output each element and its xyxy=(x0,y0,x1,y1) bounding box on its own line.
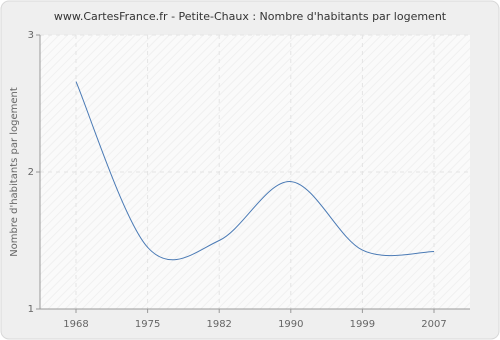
x-tick-label: 1999 xyxy=(350,319,375,330)
plot-area xyxy=(40,35,470,309)
y-tick-label: 1 xyxy=(28,304,34,315)
y-tick-label: 3 xyxy=(28,30,34,41)
chart-title: www.CartesFrance.fr - Petite-Chaux : Nom… xyxy=(54,10,447,23)
x-tick-label: 1990 xyxy=(278,319,303,330)
x-tick-label: 1968 xyxy=(63,319,88,330)
x-tick-label: 1982 xyxy=(206,319,231,330)
line xyxy=(75,81,435,261)
y-tick-label: 2 xyxy=(28,167,34,178)
x-tick-label: 2007 xyxy=(421,319,446,330)
y-axis-label: Nombre d'habitants par logement xyxy=(9,87,20,257)
x-tick-label: 1975 xyxy=(135,319,160,330)
